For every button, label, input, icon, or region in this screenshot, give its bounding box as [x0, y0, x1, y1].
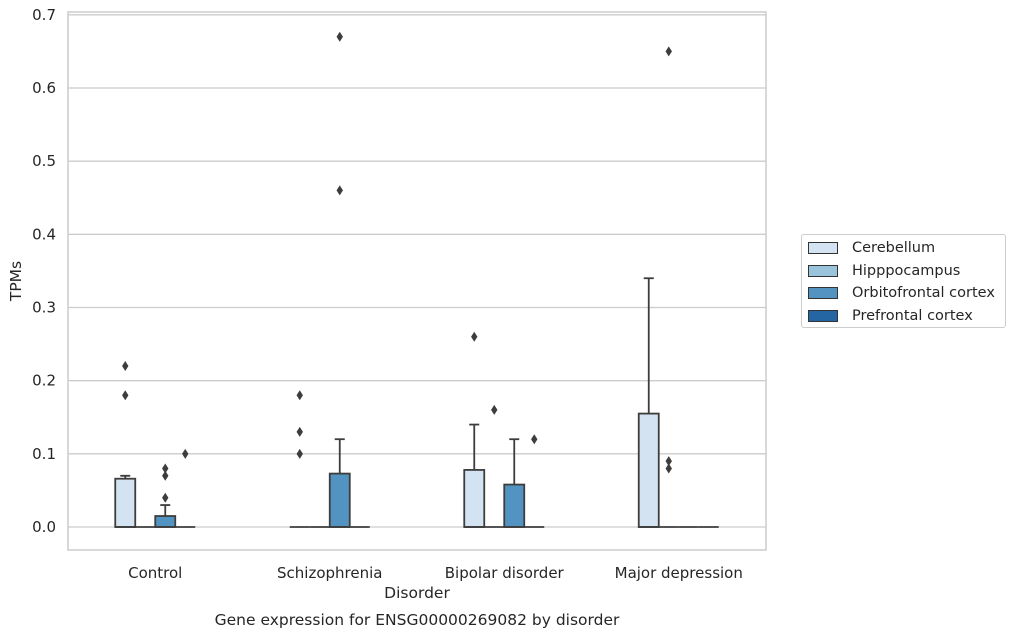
legend-item-prefrontal-cortex: Prefrontal cortex [808, 306, 973, 326]
outlier-point [296, 390, 303, 401]
legend-item-cerebellum: Cerebellum [808, 238, 935, 258]
box-cerebellum-major-depression [637, 277, 660, 528]
box-body [328, 472, 351, 528]
y-tick-label: 0.6 [32, 79, 56, 97]
y-tick-label: 0.2 [32, 372, 56, 390]
x-tick-label: Bipolar disorder [445, 564, 565, 582]
outlier-point [665, 46, 672, 57]
box-orbitofrontal-cortex-schizophrenia [328, 438, 351, 528]
outlier-point [296, 426, 303, 437]
outlier-point [162, 470, 169, 481]
x-tick-label: Schizophrenia [277, 564, 382, 582]
outlier-point [162, 492, 169, 503]
box-body [637, 412, 660, 528]
box-body [503, 483, 526, 528]
legend-swatch-hippocampus [808, 265, 838, 277]
y-axis-label: TPMs [7, 261, 25, 302]
y-tick-label: 0.5 [32, 152, 56, 170]
x-axis-label: Disorder [384, 584, 450, 602]
x-tick-label: Major depression [615, 564, 743, 582]
box-orbitofrontal-cortex-control [154, 504, 177, 528]
legend-item-hippocampus: Hipppocampus [808, 261, 960, 281]
legend-label-prefrontal-cortex: Prefrontal cortex [852, 308, 973, 324]
boxes [114, 277, 719, 528]
y-tick-label: 0.1 [32, 445, 56, 463]
outlier-point [182, 448, 189, 459]
outlier-point [665, 456, 672, 467]
y-tick-label: 0.4 [32, 225, 56, 243]
legend: Cerebellum Hipppocampus Orbitofrontal co… [801, 234, 1006, 328]
x-axis-ticks: Control Schizophrenia Bipolar disorder Majo… [128, 564, 743, 582]
box-body [463, 469, 486, 528]
y-tick-label: 0.3 [32, 299, 56, 317]
box-cerebellum-control [114, 474, 137, 528]
outlier-point [665, 463, 672, 474]
plot-area [67, 11, 767, 551]
box-body [154, 515, 177, 528]
legend-label-orbitofrontal-cortex: Orbitofrontal cortex [852, 285, 995, 301]
legend-label-hippocampus: Hipppocampus [852, 263, 961, 279]
outlier-point [162, 463, 169, 474]
outlier-point [336, 31, 343, 42]
legend-swatch-prefrontal-cortex [808, 310, 838, 322]
box-cerebellum-bipolar-disorder [463, 423, 486, 528]
legend-label-cerebellum: Cerebellum [852, 240, 936, 256]
legend-item-orbitofrontal-cortex: Orbitofrontal cortex [808, 283, 995, 303]
y-tick-label: 0.7 [32, 6, 56, 24]
outlier-point [491, 404, 498, 415]
legend-swatch-orbitofrontal-cortex [808, 287, 838, 299]
outlier-point [336, 185, 343, 196]
outlier-point [296, 448, 303, 459]
legend-swatch-cerebellum [808, 242, 838, 254]
y-tick-label: 0.0 [32, 518, 56, 536]
outliers [122, 31, 672, 503]
chart-title: Gene expression for ENSG00000269082 by d… [215, 611, 620, 629]
x-tick-label: Control [128, 564, 182, 582]
outlier-point [122, 361, 129, 372]
outlier-point [471, 331, 478, 342]
outlier-point [122, 390, 129, 401]
box-body [114, 477, 137, 528]
outlier-point [531, 434, 538, 445]
y-axis-ticks: 0.0 0.1 0.2 0.3 0.4 0.5 0.6 0.7 [32, 6, 56, 536]
box-orbitofrontal-cortex-bipolar-disorder [503, 438, 526, 528]
